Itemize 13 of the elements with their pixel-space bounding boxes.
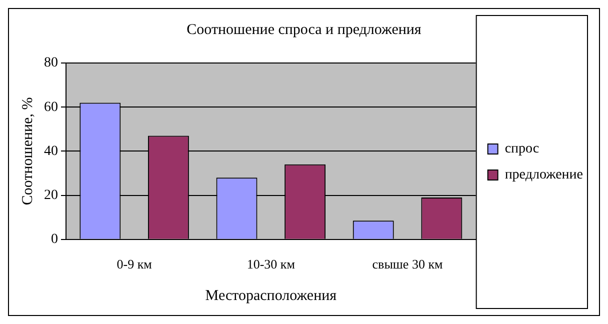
y-tick-label: 20 bbox=[44, 188, 58, 203]
y-axis-title: Соотношение, % bbox=[20, 97, 36, 206]
x-axis-title: Месторасположения bbox=[205, 288, 337, 304]
x-tick-label: 10-30 км bbox=[246, 256, 295, 272]
y-tick-label: 40 bbox=[44, 144, 58, 159]
legend-label: предложение bbox=[504, 168, 584, 183]
y-tick-label: 0 bbox=[51, 232, 58, 248]
x-tick-label: свыше 30 км bbox=[372, 256, 443, 272]
x-tick-label: 0-9 км bbox=[116, 256, 152, 272]
chart-title: Соотношение спроса и предложения bbox=[186, 22, 422, 38]
legend-label: спрос bbox=[504, 142, 540, 157]
y-tick-label: 60 bbox=[44, 100, 58, 115]
y-tick-label: 80 bbox=[44, 56, 58, 71]
